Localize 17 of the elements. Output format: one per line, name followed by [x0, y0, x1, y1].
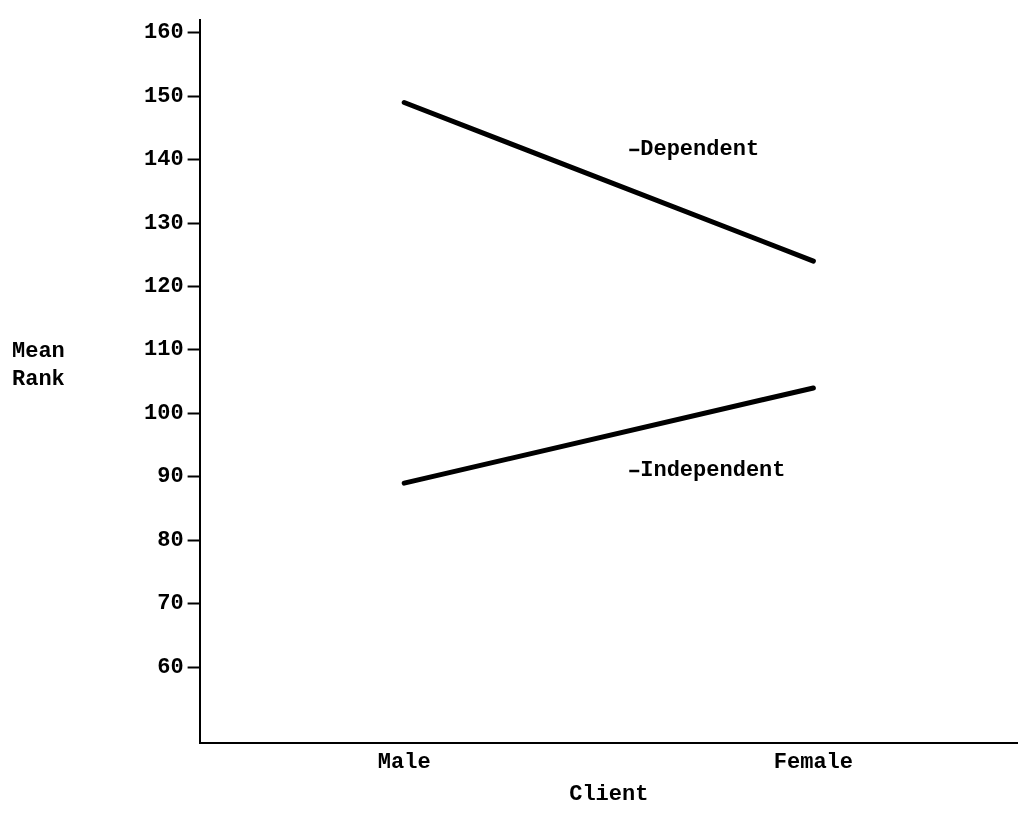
x-tick-label: Male: [377, 749, 431, 775]
y-tick-label: 80: [157, 527, 184, 553]
x-axis-title: Client: [569, 782, 649, 808]
y-tick-label: 160: [144, 20, 184, 46]
y-tick-label: 110: [144, 337, 184, 363]
y-tick-label: 130: [144, 210, 184, 236]
y-tick-label: 120: [144, 273, 184, 299]
x-tick-label: Female: [773, 749, 854, 775]
legend-label: Dependent: [640, 137, 760, 163]
y-tick-label: 90: [157, 464, 184, 490]
y-axis-title: Mean Rank: [12, 338, 65, 394]
y-tick-label: 60: [157, 654, 184, 680]
y-tick-label: 100: [144, 400, 184, 426]
y-tick-label: 140: [144, 147, 184, 173]
y-tick-label: 150: [144, 83, 184, 109]
legend-label: Independent: [640, 458, 786, 484]
y-tick-label: 70: [157, 591, 184, 617]
